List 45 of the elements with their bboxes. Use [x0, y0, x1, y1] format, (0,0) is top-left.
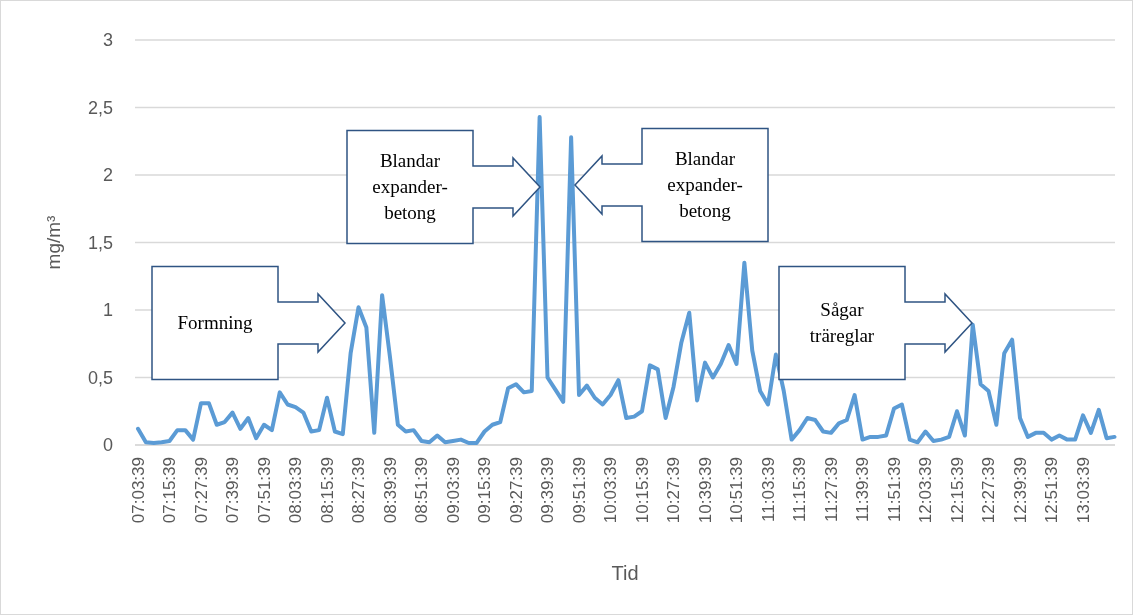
x-tick-label: 12:51:39 — [1042, 457, 1062, 524]
x-tick-label: 07:51:39 — [254, 457, 274, 524]
y-tick-label: 1,5 — [87, 232, 113, 253]
annotation: Formning — [177, 312, 253, 333]
x-tick-label: 09:27:39 — [506, 457, 526, 524]
x-tick-label: 12:39:39 — [1010, 457, 1030, 524]
x-tick-label: 13:03:39 — [1073, 457, 1093, 524]
x-tick-label: 12:03:39 — [916, 457, 936, 524]
x-tick-label: 07:39:39 — [223, 457, 243, 524]
y-tick-label: 2 — [102, 165, 113, 186]
x-tick-label: 10:27:39 — [664, 457, 684, 524]
x-tick-label: 08:39:39 — [380, 457, 400, 524]
x-tick-label: 07:15:39 — [160, 457, 180, 524]
x-tick-label: 11:39:39 — [853, 457, 873, 522]
x-tick-label: 11:15:39 — [790, 457, 810, 522]
x-tick-label: 08:27:39 — [349, 457, 369, 524]
y-tick-label: 0 — [102, 435, 113, 456]
x-tick-label: 09:15:39 — [475, 457, 495, 524]
annotation: Blandar expander- betong — [667, 148, 743, 221]
y-tick-label: 2,5 — [87, 97, 113, 118]
x-tick-label: 10:39:39 — [695, 457, 715, 524]
x-tick-label: 08:03:39 — [286, 457, 306, 524]
y-tick-label: 0,5 — [87, 367, 113, 388]
x-tick-label: 07:27:39 — [191, 457, 211, 524]
x-tick-label: 11:03:39 — [758, 457, 778, 522]
x-tick-label: 12:15:39 — [947, 457, 967, 524]
line-series — [136, 114, 1117, 445]
x-tick-label: 12:27:39 — [979, 457, 999, 524]
y-axis-title: mg/m³ — [43, 215, 64, 270]
x-tick-label: 10:03:39 — [601, 457, 621, 524]
y-tick-label: 3 — [102, 30, 113, 51]
annotation: Blandar expander- betong — [372, 150, 448, 223]
x-axis-title: Tid — [611, 562, 639, 584]
x-tick-label: 08:51:39 — [412, 457, 432, 524]
x-tick-label: 11:27:39 — [821, 457, 841, 522]
x-tick-label: 10:51:39 — [727, 457, 747, 524]
annotation: Sågar träreglar — [809, 299, 875, 346]
x-tick-label: 10:15:39 — [632, 457, 652, 524]
x-tick-label: 09:51:39 — [569, 457, 589, 524]
x-tick-label: 11:51:39 — [884, 457, 904, 522]
x-tick-label: 08:15:39 — [317, 457, 337, 524]
y-tick-label: 1 — [102, 300, 113, 321]
x-tick-label: 09:39:39 — [538, 457, 558, 524]
x-tick-label: 09:03:39 — [443, 457, 463, 524]
x-tick-label: 07:03:39 — [128, 457, 148, 524]
